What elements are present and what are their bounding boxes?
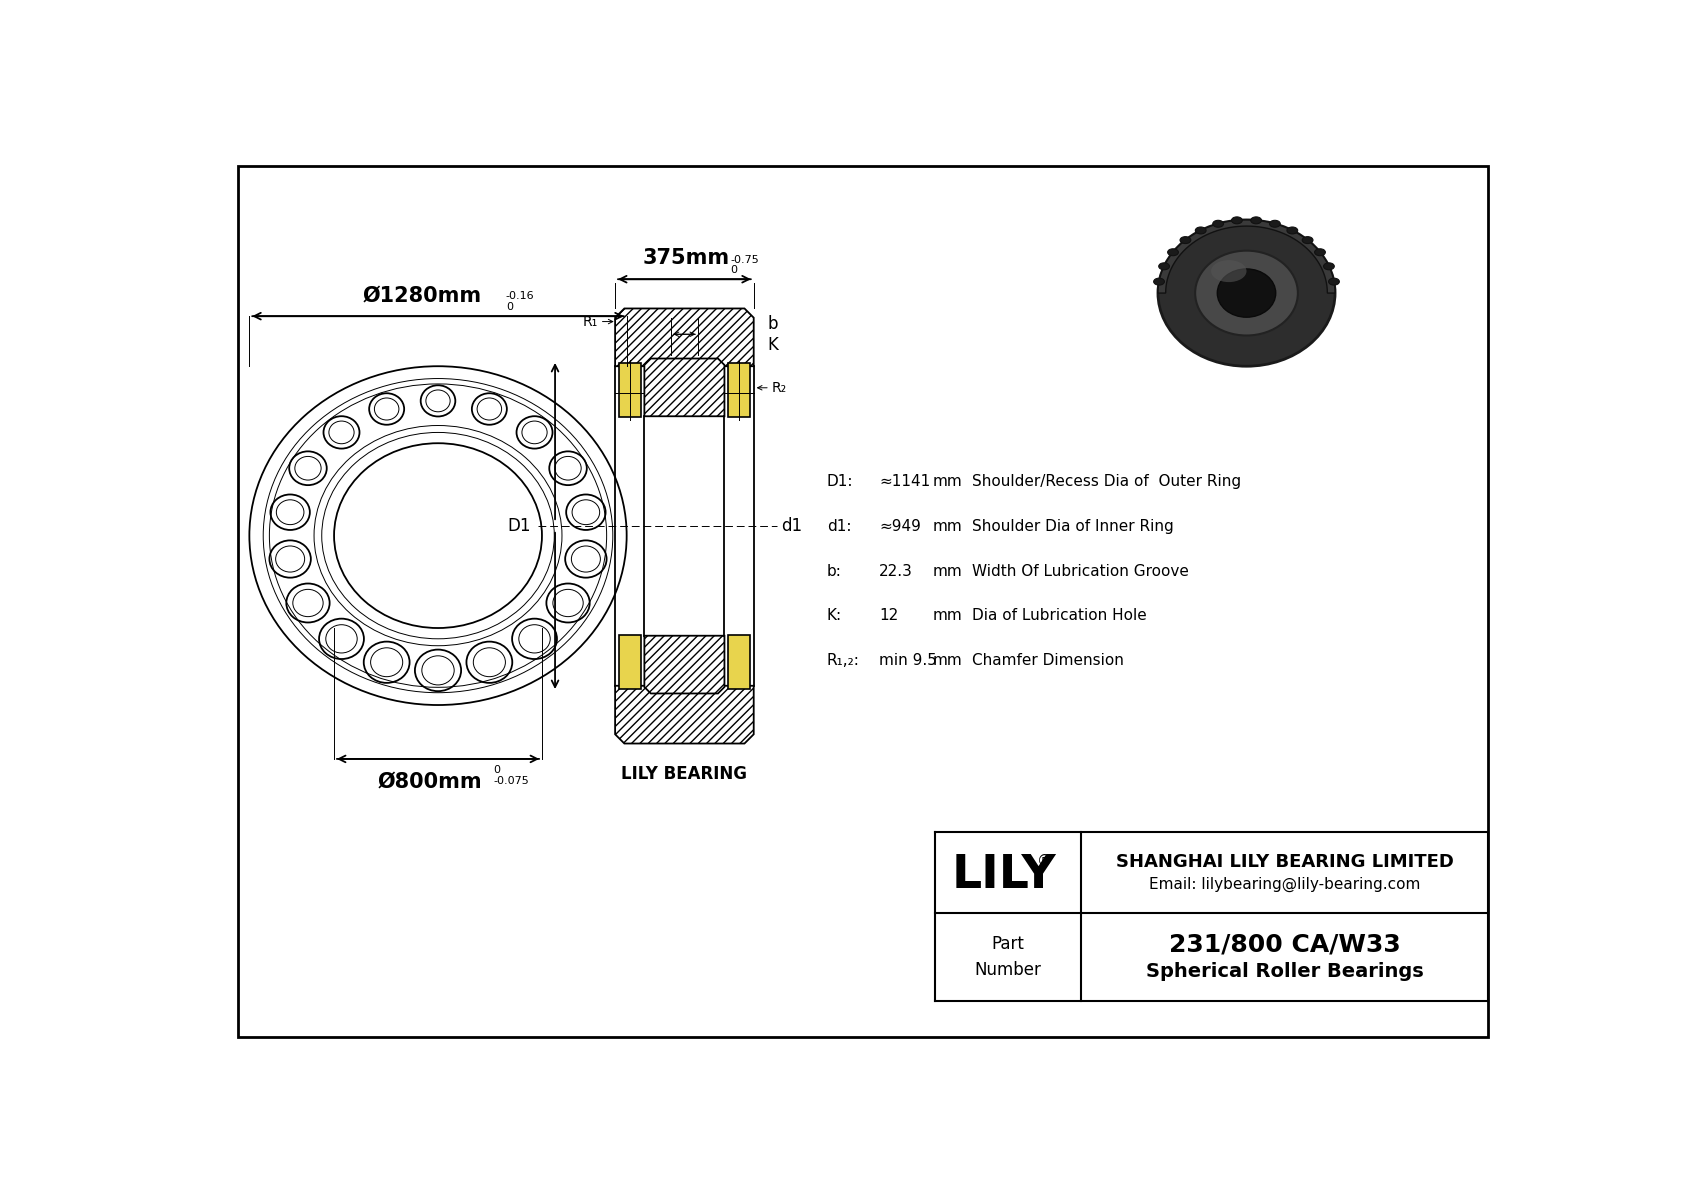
Ellipse shape xyxy=(1251,217,1261,224)
Text: 375mm: 375mm xyxy=(642,249,729,268)
Ellipse shape xyxy=(1270,220,1280,227)
Text: mm: mm xyxy=(933,653,963,668)
Text: min 9.5: min 9.5 xyxy=(879,653,936,668)
Ellipse shape xyxy=(1287,227,1298,233)
Text: mm: mm xyxy=(933,474,963,490)
Text: 0: 0 xyxy=(505,301,512,312)
Text: -0.16: -0.16 xyxy=(505,291,534,301)
Text: -0.75: -0.75 xyxy=(731,255,759,264)
Ellipse shape xyxy=(1154,279,1164,285)
Text: SHANGHAI LILY BEARING LIMITED: SHANGHAI LILY BEARING LIMITED xyxy=(1116,853,1453,871)
Text: Shoulder Dia of Inner Ring: Shoulder Dia of Inner Ring xyxy=(972,519,1174,534)
Ellipse shape xyxy=(1196,227,1206,233)
Text: 22.3: 22.3 xyxy=(879,563,913,579)
Text: d1: d1 xyxy=(781,517,802,535)
Ellipse shape xyxy=(1218,269,1276,317)
Text: R₂: R₂ xyxy=(771,381,786,394)
Text: 0: 0 xyxy=(731,264,738,275)
Text: 231/800 CA/W33: 231/800 CA/W33 xyxy=(1169,933,1401,956)
Text: Width Of Lubrication Groove: Width Of Lubrication Groove xyxy=(972,563,1189,579)
Text: Part
Number: Part Number xyxy=(975,935,1041,979)
Text: Chamfer Dimension: Chamfer Dimension xyxy=(972,653,1123,668)
Ellipse shape xyxy=(1315,249,1325,256)
Text: mm: mm xyxy=(933,609,963,623)
Text: R₁,₂:: R₁,₂: xyxy=(827,653,861,668)
Text: LILY: LILY xyxy=(951,853,1056,898)
Text: ®: ® xyxy=(1037,854,1052,869)
Polygon shape xyxy=(645,636,724,693)
Ellipse shape xyxy=(1167,249,1179,256)
Text: mm: mm xyxy=(933,563,963,579)
Ellipse shape xyxy=(1231,217,1243,224)
Text: 12: 12 xyxy=(879,609,899,623)
Polygon shape xyxy=(615,686,754,743)
Text: R₁: R₁ xyxy=(583,314,598,329)
Text: 0: 0 xyxy=(493,765,500,775)
Text: b:: b: xyxy=(827,563,842,579)
Text: K: K xyxy=(768,336,778,355)
Text: ≈949: ≈949 xyxy=(879,519,921,534)
Text: D1: D1 xyxy=(507,517,530,535)
Ellipse shape xyxy=(1196,250,1298,336)
Polygon shape xyxy=(727,363,749,417)
Text: Dia of Lubrication Hole: Dia of Lubrication Hole xyxy=(972,609,1147,623)
Text: ≈1141: ≈1141 xyxy=(879,474,931,490)
Ellipse shape xyxy=(1159,263,1169,270)
Ellipse shape xyxy=(1212,220,1224,227)
Polygon shape xyxy=(1159,220,1335,293)
Ellipse shape xyxy=(1159,220,1335,366)
Ellipse shape xyxy=(1302,237,1314,244)
Polygon shape xyxy=(645,358,724,417)
Text: LILY BEARING: LILY BEARING xyxy=(621,766,748,784)
Text: D1:: D1: xyxy=(827,474,854,490)
Ellipse shape xyxy=(1329,279,1339,285)
Text: Ø800mm: Ø800mm xyxy=(377,772,483,791)
Ellipse shape xyxy=(1180,237,1191,244)
Text: Spherical Roller Bearings: Spherical Roller Bearings xyxy=(1145,961,1423,980)
Polygon shape xyxy=(727,635,749,688)
Polygon shape xyxy=(620,635,640,688)
Polygon shape xyxy=(620,363,640,417)
Ellipse shape xyxy=(1211,260,1246,282)
Text: Shoulder/Recess Dia of  Outer Ring: Shoulder/Recess Dia of Outer Ring xyxy=(972,474,1241,490)
Text: Email: lilybearing@lily-bearing.com: Email: lilybearing@lily-bearing.com xyxy=(1148,878,1420,892)
Text: mm: mm xyxy=(933,519,963,534)
Text: d1:: d1: xyxy=(827,519,852,534)
Text: Ø1280mm: Ø1280mm xyxy=(364,286,482,305)
Text: K:: K: xyxy=(827,609,842,623)
Text: -0.075: -0.075 xyxy=(493,775,529,786)
Polygon shape xyxy=(615,308,754,366)
Ellipse shape xyxy=(1324,263,1334,270)
Text: b: b xyxy=(768,314,778,332)
